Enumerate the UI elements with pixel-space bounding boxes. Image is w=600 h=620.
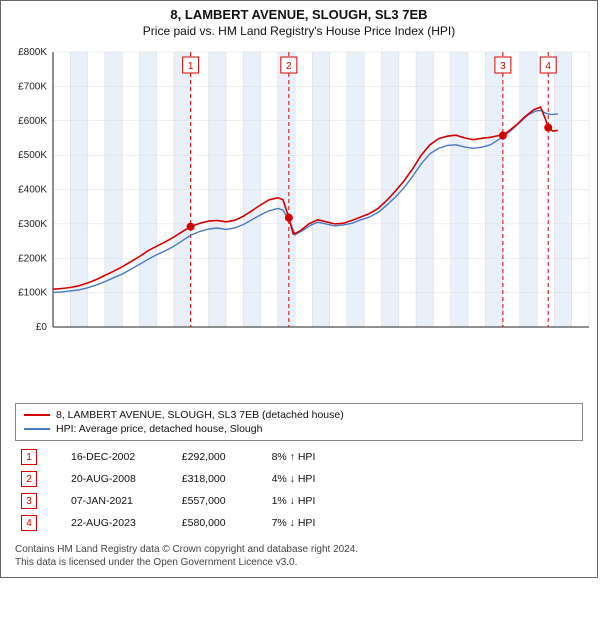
transaction-row: 1 16-DEC-2002£292,0008% ↑ HPI bbox=[17, 447, 319, 467]
svg-text:2: 2 bbox=[286, 61, 292, 72]
figure-container: 8, LAMBERT AVENUE, SLOUGH, SL3 7EB Price… bbox=[0, 0, 598, 578]
svg-text:4: 4 bbox=[545, 61, 551, 72]
transaction-marker: 1 bbox=[21, 449, 37, 465]
transaction-price: £557,000 bbox=[142, 491, 230, 511]
svg-text:£300K: £300K bbox=[18, 219, 47, 230]
legend-label: HPI: Average price, detached house, Slou… bbox=[56, 423, 262, 435]
transaction-price: £292,000 bbox=[142, 447, 230, 467]
legend-label: 8, LAMBERT AVENUE, SLOUGH, SL3 7EB (deta… bbox=[56, 409, 344, 421]
transaction-row: 4 22-AUG-2023£580,0007% ↓ HPI bbox=[17, 513, 319, 533]
svg-text:£200K: £200K bbox=[18, 253, 47, 264]
price-chart: £0 £100K £200K £300K £400K £500K £600K £700K £80… bbox=[1, 42, 597, 392]
svg-text:£500K: £500K bbox=[18, 150, 47, 161]
svg-text:£400K: £400K bbox=[18, 185, 47, 196]
chart-area: £0 £100K £200K £300K £400K £500K £600K £700K £80… bbox=[1, 42, 597, 395]
footer-licence: This data is licensed under the Open Gov… bbox=[15, 556, 583, 569]
svg-text:£700K: £700K bbox=[18, 81, 47, 92]
legend-row: 8, LAMBERT AVENUE, SLOUGH, SL3 7EB (deta… bbox=[24, 408, 574, 422]
chart-titles: 8, LAMBERT AVENUE, SLOUGH, SL3 7EB Price… bbox=[1, 1, 597, 42]
footer-copyright: Contains HM Land Registry data © Crown c… bbox=[15, 543, 583, 556]
legend: 8, LAMBERT AVENUE, SLOUGH, SL3 7EB (deta… bbox=[15, 403, 583, 441]
transaction-marker: 3 bbox=[21, 493, 37, 509]
transactions-table: 1 16-DEC-2002£292,0008% ↑ HPI 2 20-AUG-2008… bbox=[15, 445, 321, 535]
svg-text:£600K: £600K bbox=[18, 116, 47, 127]
transaction-date: 22-AUG-2023 bbox=[43, 513, 140, 533]
chart-footer: Contains HM Land Registry data © Crown c… bbox=[15, 543, 583, 569]
transaction-delta: 1% ↓ HPI bbox=[232, 491, 320, 511]
transaction-delta: 8% ↑ HPI bbox=[232, 447, 320, 467]
transaction-marker: 2 bbox=[21, 471, 37, 487]
legend-row: HPI: Average price, detached house, Slou… bbox=[24, 422, 574, 436]
svg-text:£800K: £800K bbox=[18, 47, 47, 58]
svg-text:1: 1 bbox=[188, 61, 194, 72]
transaction-delta: 7% ↓ HPI bbox=[232, 513, 320, 533]
transaction-marker: 4 bbox=[21, 515, 37, 531]
transaction-row: 2 20-AUG-2008£318,0004% ↓ HPI bbox=[17, 469, 319, 489]
chart-title-address: 8, LAMBERT AVENUE, SLOUGH, SL3 7EB bbox=[9, 7, 589, 22]
legend-swatch bbox=[24, 414, 50, 416]
svg-text:3: 3 bbox=[500, 61, 506, 72]
svg-text:£0: £0 bbox=[36, 322, 48, 333]
transaction-date: 16-DEC-2002 bbox=[43, 447, 140, 467]
transaction-date: 20-AUG-2008 bbox=[43, 469, 140, 489]
transaction-price: £318,000 bbox=[142, 469, 230, 489]
svg-text:£100K: £100K bbox=[18, 288, 47, 299]
chart-subtitle: Price paid vs. HM Land Registry's House … bbox=[9, 24, 589, 38]
transaction-delta: 4% ↓ HPI bbox=[232, 469, 320, 489]
transaction-row: 3 07-JAN-2021£557,0001% ↓ HPI bbox=[17, 491, 319, 511]
legend-swatch bbox=[24, 428, 50, 430]
transaction-date: 07-JAN-2021 bbox=[43, 491, 140, 511]
transaction-price: £580,000 bbox=[142, 513, 230, 533]
